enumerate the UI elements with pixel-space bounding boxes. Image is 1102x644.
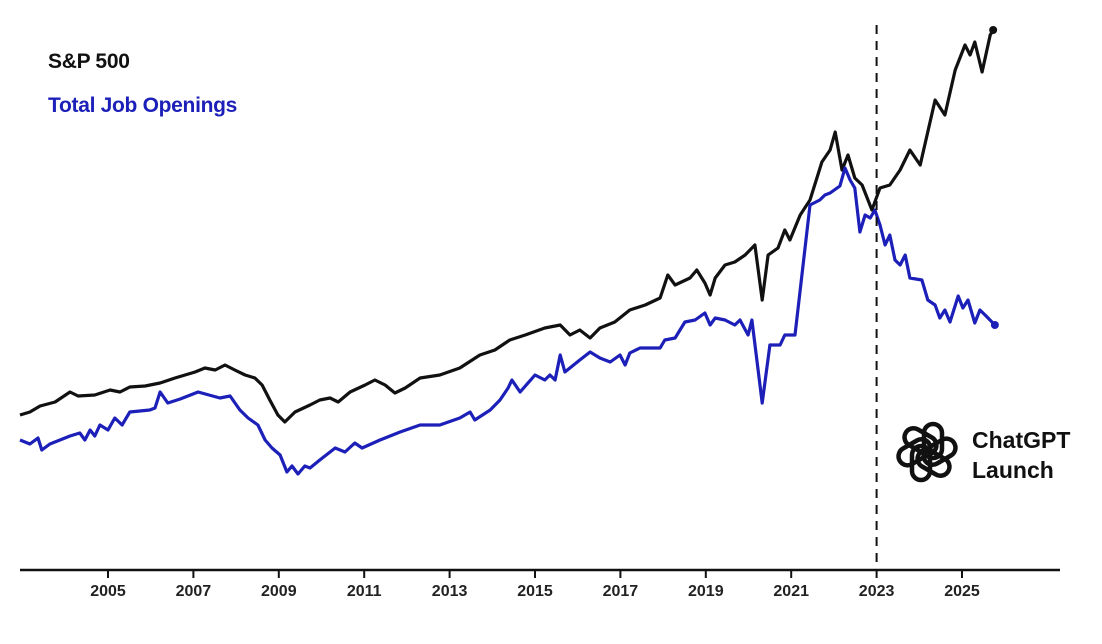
x-tick-label: 2009 xyxy=(261,583,297,600)
x-tick-label: 2017 xyxy=(603,583,639,600)
x-tick-label: 2021 xyxy=(773,583,809,600)
openai-logo-icon xyxy=(896,421,958,483)
logo-petal xyxy=(902,426,939,457)
legend-job-openings: Total Job Openings xyxy=(48,94,238,117)
x-tick-label: 2025 xyxy=(944,583,980,600)
x-tick-label: 2005 xyxy=(90,583,126,600)
x-tick-label: 2013 xyxy=(432,583,468,600)
annotation-line-2: Launch xyxy=(972,457,1054,483)
x-tick-label: 2011 xyxy=(347,583,382,600)
legend-sp500: S&P 500 xyxy=(48,50,130,73)
chatgpt-launch-annotation: ChatGPT Launch xyxy=(972,425,1070,485)
annotation-line-1: ChatGPT xyxy=(972,427,1071,453)
x-tick-label: 2023 xyxy=(859,583,895,600)
x-tick-label: 2007 xyxy=(176,583,212,600)
sp500-line xyxy=(19,29,995,424)
job-openings-line xyxy=(19,166,997,476)
x-tick-label: 2015 xyxy=(517,583,553,600)
sp500-end-point xyxy=(989,26,998,34)
x-tick-label: 2019 xyxy=(688,583,724,600)
job-openings-end-point xyxy=(990,321,999,329)
